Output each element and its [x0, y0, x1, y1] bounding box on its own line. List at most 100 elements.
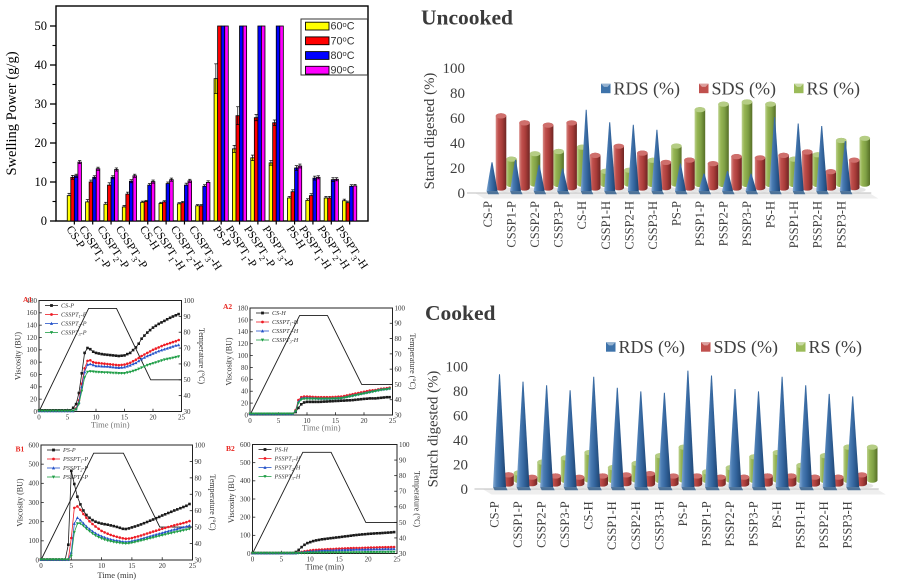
svg-text:500: 500	[29, 461, 40, 469]
svg-text:PSSPT1-P: PSSPT1-P	[62, 456, 88, 464]
svg-text:100: 100	[443, 61, 466, 77]
svg-text:200: 200	[29, 518, 40, 526]
svg-text:25: 25	[178, 414, 186, 422]
svg-text:Time (min): Time (min)	[305, 562, 344, 572]
svg-text:100: 100	[238, 352, 249, 360]
svg-text:50: 50	[184, 376, 192, 384]
svg-text:0: 0	[36, 556, 40, 564]
svg-text:25: 25	[394, 556, 402, 564]
svg-text:0: 0	[248, 417, 252, 425]
svg-text:Time (min): Time (min)	[91, 420, 130, 430]
svg-text:RDS (%): RDS (%)	[619, 337, 686, 358]
svg-text:PSSP2-P: PSSP2-P	[723, 501, 737, 546]
svg-text:30: 30	[35, 97, 48, 111]
svg-text:Viscosity (BU): Viscosity (BU)	[225, 337, 234, 386]
svg-text:PSSP1-H: PSSP1-H	[787, 201, 801, 248]
svg-text:100: 100	[29, 537, 40, 545]
svg-text:Time (min): Time (min)	[302, 423, 341, 433]
svg-text:CSSP1-P: CSSP1-P	[505, 201, 519, 248]
svg-text:200: 200	[240, 514, 251, 522]
svg-text:80: 80	[184, 329, 192, 337]
svg-text:160: 160	[238, 316, 249, 324]
svg-text:90: 90	[184, 313, 192, 321]
svg-text:0: 0	[461, 482, 469, 498]
svg-text:100: 100	[27, 346, 38, 354]
svg-text:30: 30	[184, 408, 192, 416]
svg-text:CSSPT3-H: CSSPT3-H	[272, 337, 299, 345]
svg-text:Swelling Power (g/g): Swelling Power (g/g)	[4, 51, 20, 175]
svg-text:300: 300	[240, 495, 251, 503]
svg-text:PSSP3-H: PSSP3-H	[841, 501, 855, 548]
svg-text:70: 70	[195, 491, 203, 499]
svg-text:Viscosity (BU): Viscosity (BU)	[227, 475, 236, 524]
svg-text:5: 5	[70, 562, 74, 570]
svg-text:0: 0	[245, 411, 249, 419]
svg-text:20: 20	[450, 161, 465, 177]
svg-text:PSSP1-P: PSSP1-P	[693, 201, 707, 246]
svg-text:60: 60	[395, 366, 403, 374]
svg-text:CSSPT1-P: CSSPT1-P	[61, 312, 87, 320]
svg-text:40: 40	[399, 534, 407, 542]
svg-text:CS-H: CS-H	[582, 501, 596, 529]
svg-text:Uncooked: Uncooked	[421, 6, 513, 30]
svg-text:60: 60	[453, 409, 468, 425]
svg-text:25: 25	[389, 417, 397, 425]
svg-text:CSSP3-H: CSSP3-H	[652, 501, 666, 550]
svg-text:0: 0	[251, 556, 255, 564]
svg-text:PS-H: PS-H	[764, 201, 778, 228]
svg-text:Viscosity (BU): Viscosity (BU)	[14, 332, 23, 381]
svg-text:PS-P: PS-P	[669, 201, 683, 226]
svg-text:20: 20	[30, 396, 38, 404]
svg-text:Starch digested (%): Starch digested (%)	[422, 73, 438, 190]
svg-text:400: 400	[240, 477, 251, 485]
svg-text:A1: A1	[23, 295, 32, 304]
svg-text:RDS (%): RDS (%)	[614, 79, 681, 100]
svg-text:160: 160	[27, 309, 38, 317]
svg-text:10: 10	[307, 556, 315, 564]
svg-text:50: 50	[395, 381, 403, 389]
svg-text:Temperature (°C): Temperature (°C)	[197, 328, 206, 385]
svg-text:Temperature (°C): Temperature (°C)	[413, 471, 422, 528]
svg-text:90: 90	[399, 456, 407, 464]
svg-text:80: 80	[395, 335, 403, 343]
svg-text:PSSP1-P: PSSP1-P	[699, 501, 713, 546]
svg-text:100: 100	[184, 297, 195, 305]
svg-text:50: 50	[195, 524, 203, 532]
svg-text:140: 140	[238, 328, 249, 336]
svg-text:60: 60	[450, 111, 465, 127]
svg-text:CSSP1-H: CSSP1-H	[605, 501, 619, 550]
svg-text:CSSPT1-H: CSSPT1-H	[272, 319, 299, 327]
svg-text:300: 300	[29, 499, 40, 507]
svg-text:CSSP3-H: CSSP3-H	[646, 201, 660, 250]
svg-text:PSSPT2-P: PSSPT2-P	[62, 465, 88, 473]
svg-text:50: 50	[399, 519, 407, 527]
svg-text:100: 100	[399, 441, 410, 449]
svg-text:70: 70	[399, 488, 407, 496]
svg-text:140: 140	[27, 322, 38, 330]
svg-text:20: 20	[453, 458, 468, 474]
svg-text:20: 20	[365, 556, 373, 564]
svg-text:PS-P: PS-P	[62, 447, 76, 454]
svg-text:B1: B1	[16, 445, 25, 454]
svg-text:RS (%): RS (%)	[807, 79, 861, 100]
svg-text:40: 40	[450, 136, 465, 152]
svg-text:CSSPT2-H: CSSPT2-H	[272, 328, 299, 336]
svg-text:0: 0	[37, 414, 41, 422]
svg-text:30: 30	[195, 556, 203, 564]
svg-text:5: 5	[66, 414, 70, 422]
svg-text:60: 60	[241, 376, 249, 384]
svg-text:B2: B2	[226, 444, 235, 453]
svg-text:Starch digested (%): Starch digested (%)	[426, 371, 442, 488]
svg-text:20: 20	[241, 400, 249, 408]
svg-text:50: 50	[35, 19, 48, 33]
svg-text:80: 80	[195, 474, 203, 482]
svg-text:90oC: 90oC	[331, 64, 355, 77]
svg-text:Viscosity (BU): Viscosity (BU)	[16, 478, 25, 527]
svg-text:40: 40	[30, 383, 38, 391]
svg-text:20: 20	[150, 414, 158, 422]
svg-text:10: 10	[98, 562, 106, 570]
svg-text:0: 0	[458, 186, 466, 202]
svg-text:40: 40	[453, 433, 468, 449]
svg-text:80: 80	[399, 472, 407, 480]
svg-text:600: 600	[29, 441, 40, 449]
